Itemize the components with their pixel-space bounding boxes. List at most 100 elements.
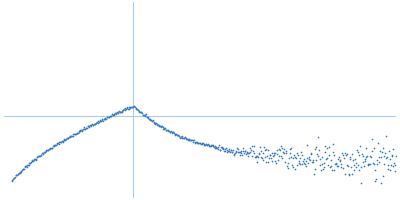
Point: [325, 164, 331, 167]
Point: [138, 110, 144, 114]
Point: [118, 110, 125, 113]
Point: [345, 164, 351, 168]
Point: [292, 168, 298, 171]
Point: [68, 134, 75, 137]
Point: [23, 165, 30, 168]
Point: [255, 156, 261, 159]
Point: [129, 105, 136, 108]
Point: [140, 113, 146, 116]
Point: [84, 125, 91, 128]
Point: [196, 141, 203, 144]
Point: [16, 170, 23, 174]
Point: [22, 165, 28, 168]
Point: [386, 168, 393, 171]
Point: [65, 136, 72, 139]
Point: [154, 123, 161, 127]
Point: [91, 122, 98, 126]
Point: [147, 119, 154, 122]
Point: [201, 144, 208, 147]
Point: [190, 140, 196, 143]
Point: [268, 156, 274, 159]
Point: [38, 153, 44, 156]
Point: [9, 179, 15, 182]
Point: [242, 150, 248, 153]
Point: [25, 163, 32, 166]
Point: [50, 145, 56, 148]
Point: [188, 139, 194, 142]
Point: [222, 148, 228, 151]
Point: [329, 168, 335, 171]
Point: [166, 130, 173, 133]
Point: [313, 145, 319, 149]
Point: [377, 150, 383, 153]
Point: [58, 140, 64, 143]
Point: [296, 162, 303, 166]
Point: [51, 144, 57, 147]
Point: [308, 151, 314, 155]
Point: [212, 145, 219, 149]
Point: [103, 117, 109, 120]
Point: [162, 128, 169, 131]
Point: [97, 119, 104, 122]
Point: [265, 161, 272, 164]
Point: [376, 155, 382, 158]
Point: [18, 169, 25, 172]
Point: [352, 166, 359, 169]
Point: [26, 162, 33, 165]
Point: [303, 164, 310, 167]
Point: [168, 129, 174, 132]
Point: [70, 134, 76, 137]
Point: [323, 157, 329, 160]
Point: [23, 165, 29, 168]
Point: [172, 133, 178, 136]
Point: [75, 130, 82, 134]
Point: [342, 172, 348, 175]
Point: [141, 114, 148, 117]
Point: [324, 146, 330, 149]
Point: [104, 116, 110, 119]
Point: [273, 162, 279, 165]
Point: [257, 146, 263, 149]
Point: [263, 148, 270, 151]
Point: [91, 122, 97, 125]
Point: [240, 146, 246, 149]
Point: [324, 157, 330, 160]
Point: [185, 137, 192, 141]
Point: [276, 154, 282, 157]
Point: [347, 156, 354, 159]
Point: [232, 150, 239, 153]
Point: [304, 144, 310, 147]
Point: [218, 146, 225, 149]
Point: [294, 152, 300, 155]
Point: [124, 107, 130, 110]
Point: [158, 126, 164, 129]
Point: [295, 154, 301, 157]
Point: [364, 162, 371, 165]
Point: [31, 159, 38, 162]
Point: [21, 167, 27, 170]
Point: [202, 143, 209, 146]
Point: [264, 148, 271, 152]
Point: [245, 151, 251, 154]
Point: [205, 143, 211, 146]
Point: [340, 153, 346, 157]
Point: [256, 152, 262, 155]
Point: [352, 157, 358, 161]
Point: [64, 136, 70, 139]
Point: [9, 179, 16, 182]
Point: [332, 163, 338, 166]
Point: [381, 155, 387, 158]
Point: [11, 176, 18, 179]
Point: [10, 176, 17, 179]
Point: [73, 132, 79, 136]
Point: [145, 116, 151, 119]
Point: [282, 160, 288, 163]
Point: [139, 111, 145, 114]
Point: [282, 151, 289, 155]
Point: [61, 137, 68, 140]
Point: [318, 169, 324, 172]
Point: [350, 158, 356, 162]
Point: [330, 142, 336, 145]
Point: [168, 130, 175, 134]
Point: [388, 164, 394, 167]
